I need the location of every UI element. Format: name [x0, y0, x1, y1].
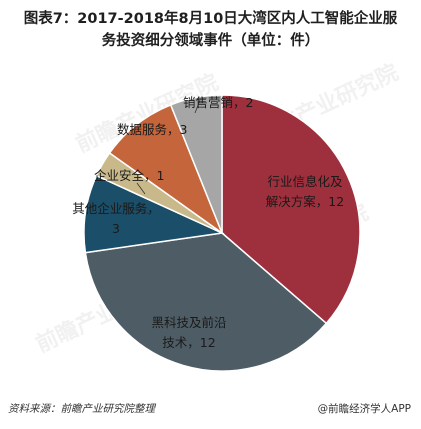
- chart-title: 图表7：2017-2018年8月10日大湾区内人工智能企业服 务投资细分领域事件…: [0, 8, 421, 52]
- slice-label: 其他企业服务， 3: [72, 201, 160, 236]
- label-leader-line: [194, 99, 201, 114]
- label-leader-lines: [117, 99, 201, 215]
- slice-label: 黑科技及前沿技术，12: [151, 315, 226, 350]
- slice-label: 销售营销，2: [183, 95, 253, 110]
- source-note: 资料来源：前瞻产业研究院整理: [8, 403, 155, 415]
- slice-label-line: 数据服务，3: [117, 122, 187, 137]
- slice-label: 企业安全，1: [94, 168, 164, 183]
- pie-slice: [84, 232, 328, 372]
- slice-label-line: 行业信息化及: [267, 174, 343, 189]
- slice-label-line: 3: [112, 221, 120, 236]
- slice-label: 数据服务，3: [117, 122, 187, 137]
- pie-slice: [169, 94, 223, 234]
- brand-credit: @前瞻经济学人APP: [317, 403, 411, 415]
- pie-slice: [83, 174, 225, 254]
- slice-label-line: 解决方案，12: [266, 194, 344, 209]
- chart-title-line1: 图表7：2017-2018年8月10日大湾区内人工智能企业服: [23, 11, 398, 27]
- label-leader-line: [136, 182, 146, 195]
- slice-label-line: 企业安全，1: [94, 168, 164, 183]
- slice-label-line: 其他企业服务，: [72, 201, 160, 216]
- slice-label-line: 销售营销，2: [183, 95, 253, 110]
- slice-label-line: 黑科技及前沿: [151, 315, 226, 330]
- pie-slice: [221, 94, 361, 325]
- chart-title-line2: 务投资细分领域事件（单位：件）: [101, 33, 320, 49]
- label-leader-line: [117, 204, 151, 215]
- slice-label: 行业信息化及解决方案，12: [266, 174, 344, 209]
- slice-labels: 行业信息化及解决方案，12 黑科技及前沿技术，12 其他企业服务， 3 企业安全，1 数据…: [72, 95, 344, 350]
- slice-label-line: 技术，12: [162, 335, 215, 350]
- pie-slices: [83, 94, 361, 372]
- pie-slice: [108, 103, 224, 236]
